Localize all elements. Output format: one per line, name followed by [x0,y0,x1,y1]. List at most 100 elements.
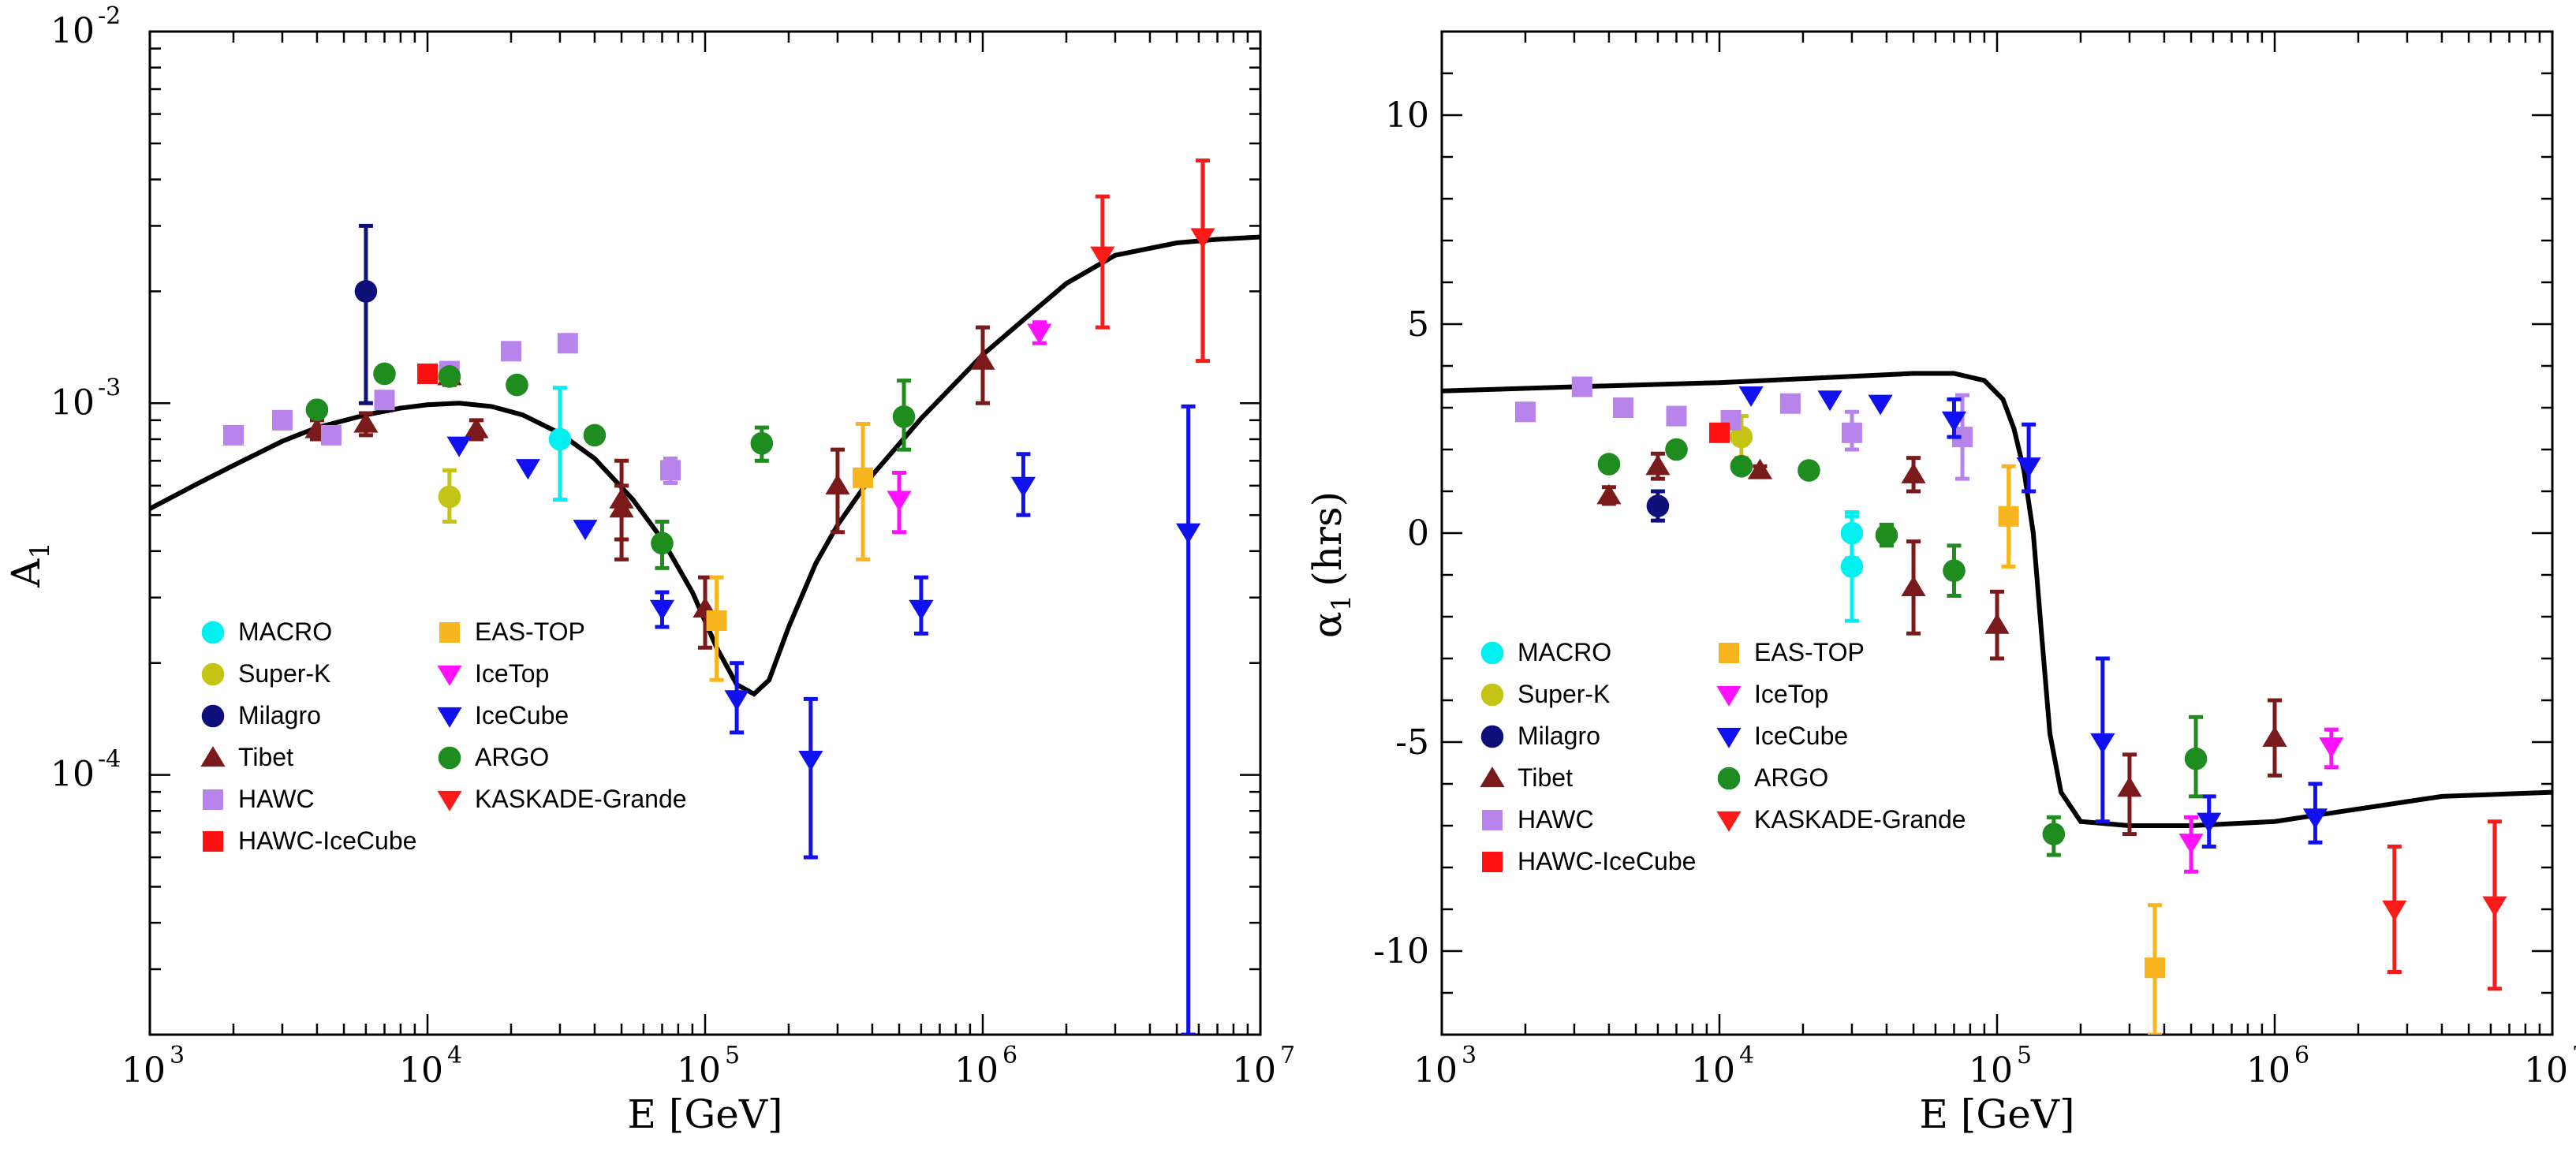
data-point [222,424,244,446]
data-point [354,280,378,303]
data-point [887,491,912,512]
data-point [1730,425,1753,449]
data-point [2262,726,2287,747]
y-axis-title-subscript: 1 [24,542,56,559]
y-tick-label: 5 [1407,304,1429,345]
data-point [271,409,293,431]
legend-label: Milagro [238,701,321,729]
y-axis-title-symbol: A [3,558,49,588]
data-point [651,532,674,555]
series-milagro [1646,489,1670,523]
y-axis-title-unit: (hrs) [1305,491,1350,587]
data-point [660,460,681,481]
data-point [2145,957,2166,979]
series-argo [1597,438,2208,857]
data-point [320,424,342,446]
y-tick-label: -5 [1395,722,1429,763]
legend-label: MACRO [238,617,332,646]
legend-marker [1482,810,1503,830]
data-point [2197,812,2222,834]
data-point [1798,459,1820,482]
legend-item: Tibet [200,743,293,771]
data-point [353,412,379,433]
legend-marker [203,831,223,852]
series-icetop [2178,727,2344,874]
plot-area [1442,371,2552,1035]
legend-item: Milagro [1480,722,1600,750]
model-curve [1442,371,2552,828]
y-tick-label: 10 [50,11,95,51]
plot-frame [148,30,1262,1036]
legend-marker [1716,685,1742,707]
data-point [1190,228,1215,249]
data-point [1730,454,1753,478]
series-hawc [222,333,681,485]
legend-item: EAS-TOP [1719,638,1865,666]
data-point [1901,462,1926,483]
x-tick-label-exponent: 4 [447,1042,462,1069]
x-tick-label: 10 [399,1050,443,1091]
legend-label: Tibet [238,743,293,771]
legend-item: EAS-TOP [439,617,585,646]
plot-area [150,158,1260,1035]
legend-label: MACRO [1518,638,1611,666]
data-point [1027,323,1052,345]
legend-marker [200,746,226,767]
data-point [417,363,438,384]
right-panel-phase-chart: 1031041051061071050-5-10E [GeV]α1(hrs)MA… [1305,30,2576,1137]
legend-marker [437,707,462,728]
legend-marker [203,789,223,810]
x-tick-label-exponent: 6 [2294,1042,2309,1069]
data-point [438,365,461,388]
legend-item: MACRO [201,617,332,646]
legend-label: HAWC [238,785,315,813]
series-eas-top [706,421,874,682]
legend-marker [439,622,460,643]
data-point [909,599,934,621]
legend-item: HAWC [1482,805,1594,834]
data-point [1571,376,1592,397]
data-point [1665,438,1688,461]
data-point [1943,559,1966,582]
data-point [825,474,850,494]
data-point [557,333,578,354]
data-point [1646,494,1670,517]
series-argo [305,362,916,570]
data-point [464,417,489,438]
legend-label: ARGO [475,743,549,771]
series-hawc-icecube [417,363,438,384]
x-tick-label: 10 [2524,1050,2568,1091]
data-point [2184,747,2208,770]
legend-label: Super-K [1518,680,1610,708]
x-tick-label: 10 [677,1050,721,1091]
x-tick-label: 10 [121,1050,166,1091]
legend-marker [1480,641,1504,665]
legend-label: Tibet [1518,763,1573,792]
legend-item: HAWC-IceCube [203,826,416,855]
legend-marker [1480,767,1505,788]
data-point [573,520,598,541]
data-point [1645,454,1671,476]
x-tick-label-exponent: 4 [1739,1042,1754,1069]
series-hawc [1514,376,1973,481]
data-point [724,690,749,711]
left-panel-amplitude-chart: 10 3 10 4 10 5 10 6 10 710 -410 -310 -2E [GeV]A1MACR… [3,2,1295,1137]
y-tick-label: 0 [1407,513,1429,554]
legend-label: KASKADE-Grande [475,785,687,813]
data-point [1840,555,1864,578]
y-axis-title-subscript: 1 [1326,595,1357,612]
data-point [2016,457,2041,479]
legend-marker [1480,725,1504,748]
legend-item: Super-K [201,659,330,688]
data-point [1747,458,1773,479]
y-tick-label-exponent: -3 [98,374,121,401]
data-point [1666,405,1687,427]
legend-marker [201,621,225,644]
x-tick-label: 10 [1232,1050,1276,1091]
data-point [609,487,634,509]
data-point [548,427,572,451]
series-tibet [1596,451,2287,837]
legend-label: Super-K [238,659,330,688]
y-axis-title-symbol: α [1305,611,1350,638]
